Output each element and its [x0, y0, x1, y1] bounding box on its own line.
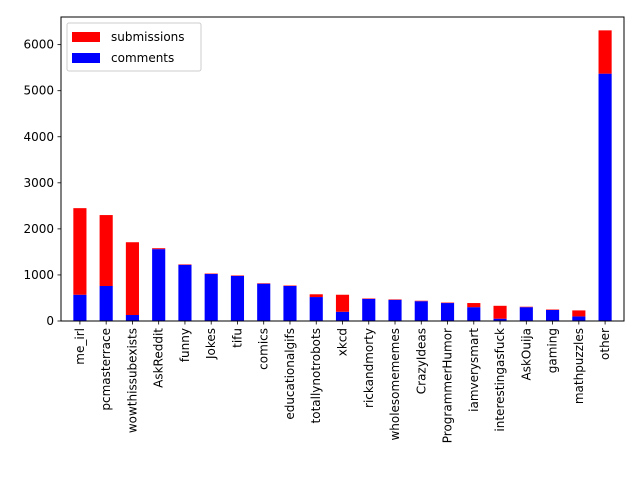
- bar-comments-AskOuija: [519, 307, 533, 321]
- y-tick-label: 0: [46, 314, 54, 328]
- bar-submissions-mathpuzzles: [572, 310, 586, 317]
- y-tick-label: 2000: [23, 222, 54, 236]
- legend: submissions comments: [66, 22, 202, 72]
- bar-comments-rickandmorty: [362, 298, 376, 321]
- bar-submissions-other: [598, 30, 612, 74]
- bar-submissions-interestingasfuck: [493, 305, 507, 319]
- x-tick-label-AskOuija: AskOuija: [519, 328, 533, 380]
- x-tick-label-rickandmorty: rickandmorty: [362, 328, 376, 408]
- bar-submissions-pcmasterrace: [99, 215, 113, 286]
- bar-comments-iamverysmart: [467, 307, 481, 321]
- x-tick-label-xkcd: xkcd: [336, 328, 350, 356]
- x-tick-label-CrazyIdeas: CrazyIdeas: [414, 328, 428, 394]
- bar-comments-educationalgifs: [283, 285, 297, 321]
- x-tick-label-other: other: [598, 328, 612, 360]
- y-tick-label: 4000: [23, 130, 54, 144]
- bar-comments-tifu: [230, 275, 245, 321]
- bar-comments-mathpuzzles: [572, 316, 586, 321]
- bar-comments-comics: [257, 283, 271, 321]
- x-tick-label-iamverysmart: iamverysmart: [467, 328, 481, 412]
- x-tick-label-wholesomememes: wholesomememes: [388, 328, 402, 441]
- x-tick-label-funny: funny: [178, 328, 192, 362]
- bar-comments-wholesomememes: [388, 299, 402, 321]
- x-tick-label-Jokes: Jokes: [204, 328, 218, 360]
- bar-comments-ProgrammerHumor: [440, 303, 455, 321]
- bar-comments-funny: [178, 264, 192, 321]
- x-tick-label-comics: comics: [257, 328, 271, 370]
- bars-group: [73, 30, 612, 322]
- bar-comments-AskReddit: [152, 249, 166, 321]
- bar-comments-interestingasfuck: [493, 318, 507, 321]
- x-tick-label-wowthissubexists: wowthissubexists: [125, 328, 139, 433]
- bar-comments-wowthissubexists: [125, 315, 139, 321]
- legend-label-comments: comments: [111, 51, 174, 65]
- bar-comments-other: [598, 73, 612, 322]
- x-tick-label-pcmasterrace: pcmasterrace: [99, 328, 113, 411]
- x-tick-label-ProgrammerHumor: ProgrammerHumor: [441, 328, 455, 443]
- bar-comments-totallynotrobots: [309, 297, 323, 321]
- bar-comments-pcmasterrace: [99, 285, 113, 321]
- y-axis: 0 1000 2000 3000 4000 5000 6000: [23, 38, 61, 328]
- legend-box: [66, 22, 202, 72]
- bar-submissions-AskReddit: [152, 248, 166, 250]
- x-tick-label-mathpuzzles: mathpuzzles: [572, 328, 586, 404]
- bar-submissions-xkcd: [335, 294, 350, 312]
- x-tick-label-AskReddit: AskReddit: [152, 328, 166, 388]
- y-tick-label: 5000: [23, 84, 54, 98]
- legend-swatch-submissions: [72, 32, 100, 42]
- bar-comments-CrazyIdeas: [414, 301, 428, 321]
- bar-submissions-iamverysmart: [467, 303, 481, 308]
- legend-label-submissions: submissions: [111, 30, 185, 44]
- bar-comments-me_irl: [73, 294, 87, 321]
- x-tick-label-tifu: tifu: [230, 328, 244, 348]
- legend-swatch-comments: [72, 53, 100, 63]
- bar-comments-xkcd: [335, 311, 350, 321]
- bar-comments-gaming: [546, 309, 560, 321]
- x-tick-label-me_irl: me_irl: [73, 328, 87, 365]
- bar-submissions-wowthissubexists: [125, 242, 139, 316]
- x-axis: me_irl pcmasterrace wowthissubexists AskRed…: [73, 321, 612, 443]
- y-tick-label: 3000: [23, 176, 54, 190]
- x-tick-label-interestingasfuck: interestingasfuck: [493, 328, 507, 432]
- plot-frame: [60, 16, 625, 322]
- x-tick-label-totallynotrobots: totallynotrobots: [309, 328, 323, 423]
- y-tick-label: 6000: [23, 38, 54, 52]
- bar-submissions-me_irl: [73, 208, 87, 295]
- y-tick-label: 1000: [23, 268, 54, 282]
- x-tick-label-gaming: gaming: [546, 328, 560, 373]
- bar-submissions-totallynotrobots: [309, 294, 323, 298]
- bar-comments-Jokes: [204, 274, 218, 321]
- x-tick-label-educationalgifs: educationalgifs: [283, 328, 297, 420]
